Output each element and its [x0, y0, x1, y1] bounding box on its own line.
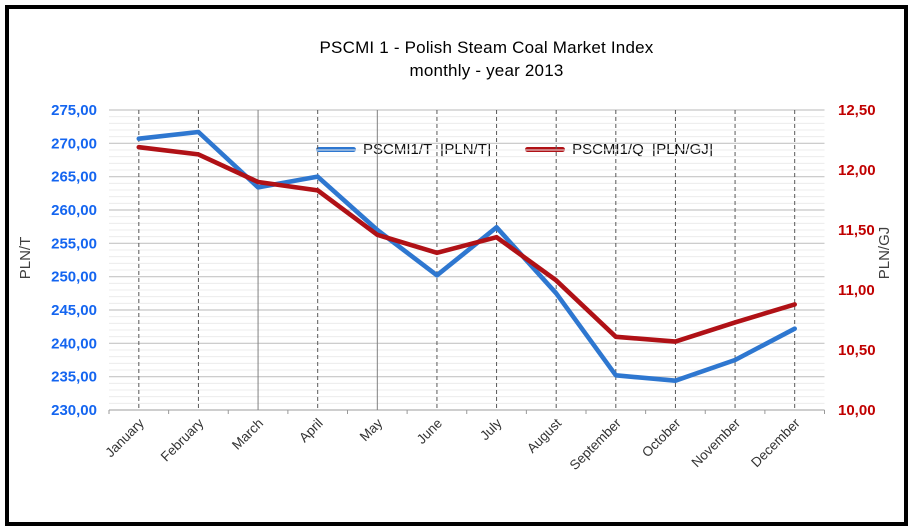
horizontal-gridlines [109, 109, 825, 411]
left-axis-title: PLN/T [17, 237, 34, 280]
legend-line-swatch-blue [316, 146, 356, 152]
legend-item-pscmi1t[interactable]: PSCMI1/T [PLN/T] [316, 141, 491, 158]
right-axis-tick-label: 10,00 [838, 402, 876, 419]
x-axis-month-label: March [229, 416, 266, 453]
left-axis-tick-label: 265,00 [51, 169, 97, 186]
legend: PSCMI1/T [PLN/T] PSCMI1/Q [PLN/GJ] [316, 138, 713, 160]
x-axis-month-label: August [524, 415, 565, 456]
x-axis-month-label: October [639, 415, 684, 460]
vertical-month-gridlines [138, 110, 796, 410]
left-axis-tick-labels: 275,00 270,00 265,00 260,00 255,00 250,00 245,… [51, 102, 97, 419]
legend-label-pscmi1t: PSCMI1/T [PLN/T] [363, 140, 492, 158]
right-axis-tick-label: 11,50 [838, 222, 875, 239]
right-axis-tick-labels: 12,50 12,00 11,50 11,00 10,50 10,00 [838, 102, 876, 419]
x-axis-month-label: July [477, 415, 505, 443]
month-labels: January February March April May June July Augu… [102, 415, 803, 473]
series-line-pscmi1q [136, 144, 797, 344]
left-axis-tick-label: 230,00 [51, 402, 97, 419]
left-axis-tick-label: 260,00 [51, 202, 97, 219]
chart-subtitle: monthly - year 2013 [409, 61, 564, 80]
right-axis-tick-label: 12,50 [838, 102, 876, 119]
left-axis-tick-label: 250,00 [51, 269, 97, 286]
legend-item-pscmi1q[interactable]: PSCMI1/Q [PLN/GJ] [525, 141, 713, 158]
x-axis-month-label: May [357, 415, 386, 444]
right-axis-title: PLN/GJ [876, 227, 893, 280]
chart-title-block: PSCMI 1 - Polish Steam Coal Market Index… [120, 36, 853, 82]
left-axis-tick-label: 270,00 [51, 135, 97, 152]
left-axis-tick-label: 255,00 [51, 235, 97, 252]
right-axis-tick-label: 10,50 [838, 342, 876, 359]
x-axis-month-label: November [689, 415, 744, 470]
x-axis-line-and-ticks [108, 410, 825, 414]
legend-label-pscmi1q: PSCMI1/Q [PLN/GJ] [572, 140, 713, 158]
x-axis-month-label: April [296, 416, 326, 446]
series-lines [136, 129, 797, 383]
left-axis-tick-label: 245,00 [51, 302, 97, 319]
x-axis-month-label: June [414, 416, 445, 447]
x-axis-month-label: January [102, 415, 147, 460]
right-axis-tick-label: 12,00 [838, 162, 876, 179]
right-axis-tick-label: 11,00 [838, 282, 875, 299]
left-axis-tick-label: 275,00 [51, 102, 97, 119]
left-axis-tick-label: 235,00 [51, 369, 97, 386]
x-axis-month-label: February [158, 415, 207, 464]
chart-title: PSCMI 1 - Polish Steam Coal Market Index [319, 38, 654, 57]
left-axis-tick-label: 240,00 [51, 335, 97, 352]
x-axis-month-label: December [748, 415, 803, 470]
x-axis-month-label: September [567, 415, 625, 473]
legend-line-swatch-red [525, 146, 566, 152]
